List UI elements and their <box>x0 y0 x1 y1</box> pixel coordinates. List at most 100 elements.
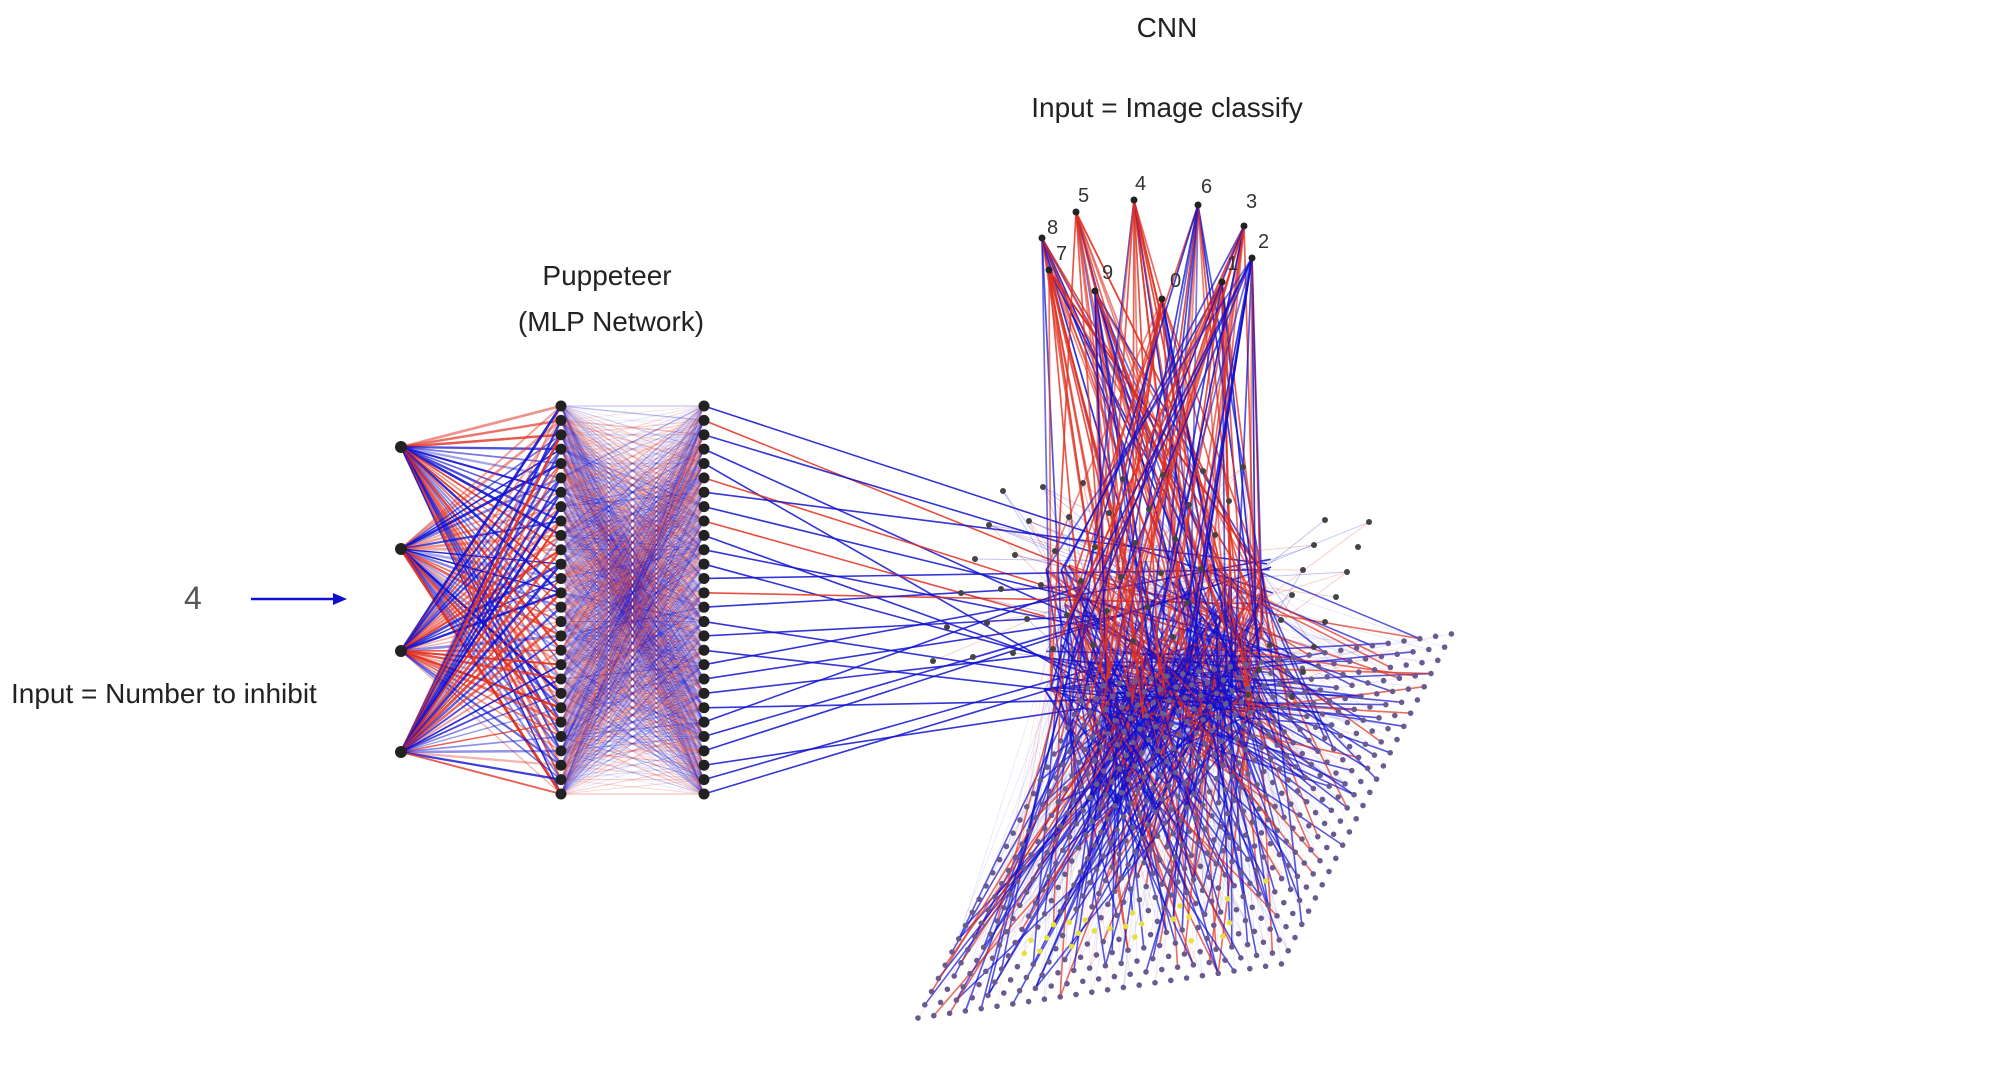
mlp-hidden-node <box>698 414 710 426</box>
cnn-edge-hidden-output <box>1103 199 1135 649</box>
mlp-edge-hidden-hidden <box>560 779 705 795</box>
cnn-edge-hidden-output <box>1185 257 1253 661</box>
mlp-edge-hidden-hidden <box>560 563 705 709</box>
mlp-edge-hidden-hidden <box>560 549 705 752</box>
cnn-output-node <box>1072 208 1080 216</box>
cnn-input-pixel-node <box>1306 737 1312 744</box>
mlp-edge-hidden-hidden <box>560 664 705 695</box>
cnn-input-pixel-node <box>1448 631 1455 637</box>
mlp-edge-hidden-hidden <box>560 506 705 666</box>
cnn-input-pixel-node <box>1265 731 1272 738</box>
mlp-edge-input-hidden <box>400 620 562 754</box>
mlp-edge-hidden-hidden <box>560 707 705 723</box>
mlp-edge-hidden-hidden <box>560 419 705 508</box>
cnn-input-pixel-node <box>1157 686 1163 693</box>
mlp-edge-hidden-hidden <box>560 491 705 594</box>
cnn-input-pixel-node <box>1256 720 1263 727</box>
mlp-edge-hidden-hidden <box>560 405 705 608</box>
cnn-edge-hidden-output <box>1041 237 1051 659</box>
mlp-edge-hidden-hidden <box>560 635 705 723</box>
mlp-edge-hidden-hidden <box>560 492 705 766</box>
cnn-input-pixel-node <box>1053 860 1059 867</box>
cnn-edge-input-hidden <box>1107 678 1219 974</box>
mlp-edge-hidden-hidden <box>560 548 705 594</box>
cnn-input-pixel-node <box>1048 897 1055 904</box>
cnn-input-pixel-node <box>1247 965 1253 972</box>
cnn-input-pixel-node <box>1207 703 1213 710</box>
cnn-input-pixel-node <box>1161 905 1167 912</box>
cnn-edge-input-hidden <box>948 609 1198 1014</box>
mlp-edge-hidden-hidden <box>560 606 705 780</box>
cnn-output-label: 2 <box>1258 231 1269 253</box>
cnn-input-pixel-node <box>1189 681 1195 688</box>
cnn-input-pixel-node <box>1071 882 1077 888</box>
cnn-edge-input-hidden <box>1023 566 1105 954</box>
cnn-input-pixel-node <box>1417 635 1423 642</box>
cnn-input-pixel-node <box>1251 843 1258 849</box>
mlp-edge-hidden-hidden <box>560 606 705 623</box>
cnn-edge-input-hidden <box>1010 565 1070 895</box>
cnn-input-pixel-node <box>1155 747 1161 754</box>
cnn-edge-hidden-output <box>1081 199 1135 704</box>
mlp-edge-hidden-hidden <box>560 434 705 536</box>
cnn-input-pixel-node <box>1277 681 1283 687</box>
mlp-edge-input-hidden <box>400 750 562 767</box>
cnn-input-pixel-node <box>1053 775 1059 781</box>
cnn-input-pixel-node <box>976 981 982 988</box>
cnn-edge-hidden-rows <box>988 524 1163 697</box>
cnn-input-pixel-node <box>1030 790 1037 797</box>
cnn-hidden-node <box>1040 484 1046 490</box>
mlp-edge-hidden-hidden <box>560 448 705 795</box>
cnn-input-pixel-node <box>1174 964 1181 970</box>
mlp-edge-hidden-hidden <box>560 592 705 752</box>
cnn-input-pixel-node <box>1324 759 1330 765</box>
mlp-edge-input-hidden <box>400 419 562 449</box>
cnn-hidden-node <box>1158 570 1164 576</box>
cnn-input-pixel-node <box>1317 772 1323 779</box>
cnn-input-pixel-node <box>1292 934 1298 941</box>
mlp-edge-hidden-hidden <box>560 577 705 694</box>
cnn-input-pixel-node <box>1353 730 1360 737</box>
puppeteer-to-cnn-edge <box>703 614 1096 637</box>
cnn-input-pixel-node <box>1229 944 1235 950</box>
mlp-edge-hidden-hidden <box>560 491 705 522</box>
mlp-edge-hidden-hidden <box>560 549 705 622</box>
mlp-edge-hidden-hidden <box>560 448 705 622</box>
mlp-edge-hidden-hidden <box>560 707 705 781</box>
mlp-edge-hidden-hidden <box>560 534 705 651</box>
mlp-edge-hidden-hidden <box>560 405 705 536</box>
cnn-input-pixel-node <box>942 962 948 968</box>
mlp-edge-input-hidden <box>400 446 562 494</box>
mlp-edge-hidden-hidden <box>560 578 705 766</box>
mlp-edge-hidden-hidden <box>560 577 705 709</box>
cnn-input-pixel-node <box>944 986 951 993</box>
cnn-edge-hidden-output <box>1161 204 1199 697</box>
cnn-input-pixel-node <box>1276 766 1283 772</box>
mlp-edge-hidden-hidden <box>560 448 705 493</box>
cnn-input-pixel-node <box>1060 762 1066 768</box>
cnn-edge-input-hidden <box>1045 651 1230 924</box>
cnn-input-pixel-node <box>1121 813 1127 820</box>
mlp-edge-hidden-hidden <box>560 678 705 695</box>
cnn-edge-input-hidden <box>1260 592 1326 739</box>
cnn-input-pixel-node <box>1292 764 1299 770</box>
mlp-edge-hidden-hidden <box>560 592 705 680</box>
mlp-edge-hidden-hidden <box>560 434 705 637</box>
cnn-input-pixel-node <box>1104 987 1111 993</box>
cnn-edge-input-hidden <box>1060 699 1357 734</box>
cnn-input-pixel-node <box>931 1012 937 1019</box>
mlp-edge-hidden-hidden <box>560 477 705 737</box>
cnn-input-pixel-node <box>922 1002 928 1008</box>
mlp-edge-hidden-hidden <box>560 477 705 766</box>
mlp-edge-hidden-hidden <box>560 477 705 723</box>
mlp-edge-hidden-hidden <box>560 491 705 508</box>
mlp-edge-hidden-hidden <box>560 419 705 565</box>
mlp-edge-hidden-hidden <box>560 434 705 465</box>
cnn-edge-input-hidden <box>1262 622 1364 721</box>
mlp-edge-hidden-hidden <box>560 520 705 723</box>
mlp-edge-hidden-hidden <box>560 534 705 737</box>
mlp-edge-input-hidden <box>400 649 562 753</box>
mlp-edge-hidden-hidden <box>560 592 705 780</box>
cnn-input-pixel-node <box>1012 939 1018 946</box>
cnn-input-pixel-node <box>1030 876 1037 882</box>
